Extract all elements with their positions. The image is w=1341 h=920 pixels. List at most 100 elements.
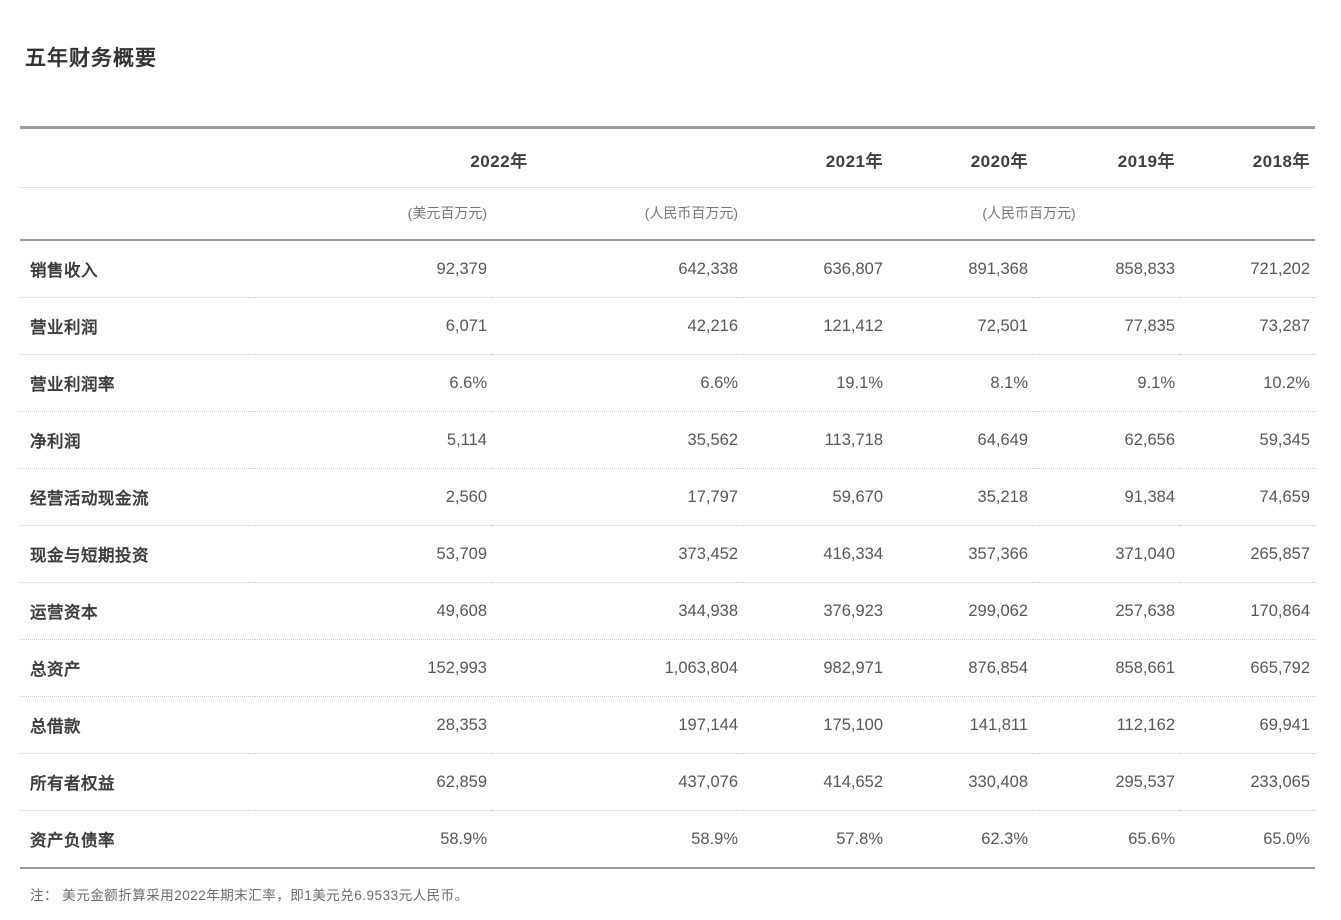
table-cell: 62,859 xyxy=(255,753,492,811)
table-cell: 344,938 xyxy=(492,582,744,640)
table-cell: 9.1% xyxy=(1033,354,1181,412)
table-cell: 77,835 xyxy=(1033,297,1181,355)
table-cell: 1,063,804 xyxy=(492,639,744,697)
table-cell: 170,864 xyxy=(1180,582,1316,640)
table-body: 销售收入 92,379 642,338 636,807 891,368 858,… xyxy=(20,240,1316,869)
table-cell: 42,216 xyxy=(492,297,744,355)
table-row-total-borrowings: 总借款 28,353 197,144 175,100 141,811 112,1… xyxy=(20,696,1316,754)
year-header-2021: 2021年 xyxy=(743,127,889,188)
table-row-total-assets: 总资产 152,993 1,063,804 982,971 876,854 85… xyxy=(20,639,1316,697)
row-label: 现金与短期投资 xyxy=(20,525,255,583)
table-cell: 57.8% xyxy=(743,810,889,869)
table-cell: 357,366 xyxy=(888,525,1034,583)
table-cell: 65.6% xyxy=(1033,810,1181,869)
row-label: 所有者权益 xyxy=(20,753,255,811)
table-cell: 6.6% xyxy=(255,354,492,412)
table-cell: 73,287 xyxy=(1180,297,1316,355)
table-cell: 69,941 xyxy=(1180,696,1316,754)
empty-header-cell xyxy=(20,127,255,188)
unit-rmb-millions-group: (人民币百万元) xyxy=(743,187,1316,241)
table-cell: 197,144 xyxy=(492,696,744,754)
year-header-2022: 2022年 xyxy=(255,127,744,188)
table-cell: 6.6% xyxy=(492,354,744,412)
table-cell: 376,923 xyxy=(743,582,889,640)
unit-header-row: (美元百万元) (人民币百万元) (人民币百万元) xyxy=(20,187,1316,241)
table-cell: 5,114 xyxy=(255,411,492,469)
year-header-2018: 2018年 xyxy=(1180,127,1316,188)
table-cell: 257,638 xyxy=(1033,582,1181,640)
table-cell: 49,608 xyxy=(255,582,492,640)
table-row-cash-short-term-investments: 现金与短期投资 53,709 373,452 416,334 357,366 3… xyxy=(20,525,1316,583)
table-footer: 注： 美元金额折算采用2022年期末汇率，即1美元兑6.9533元人民币。 xyxy=(20,868,1316,920)
table-cell: 299,062 xyxy=(888,582,1034,640)
table-cell: 721,202 xyxy=(1250,259,1311,278)
table-row-working-capital: 运营资本 49,608 344,938 376,923 299,062 257,… xyxy=(20,582,1316,640)
row-label: 总资产 xyxy=(20,639,255,697)
row-label: 资产负债率 xyxy=(20,810,255,869)
table-cell: 437,076 xyxy=(492,753,744,811)
table-cell: 62,656 xyxy=(1033,411,1181,469)
table-cell: 28,353 xyxy=(255,696,492,754)
table-cell: 876,854 xyxy=(888,639,1034,697)
table-cell: 371,040 xyxy=(1033,525,1181,583)
table-cell: 858,833 xyxy=(1115,259,1176,278)
table-row-owners-equity: 所有者权益 62,859 437,076 414,652 330,408 295… xyxy=(20,753,1316,811)
unit-rmb-millions-2022: (人民币百万元) xyxy=(492,187,744,241)
table-cell: 112,162 xyxy=(1033,696,1181,754)
table-cell: 416,334 xyxy=(743,525,889,583)
footnote-row: 注： 美元金额折算采用2022年期末汇率，即1美元兑6.9533元人民币。 xyxy=(20,868,1316,920)
table-cell: 8.1% xyxy=(888,354,1034,412)
table-cell: 6,071 xyxy=(255,297,492,355)
table-cell: 233,065 xyxy=(1180,753,1316,811)
table-cell: 636,807 xyxy=(823,259,884,278)
table-cell: 58.9% xyxy=(492,810,744,869)
table-cell: 330,408 xyxy=(888,753,1034,811)
table-cell: 982,971 xyxy=(743,639,889,697)
table-cell: 295,537 xyxy=(1033,753,1181,811)
table-cell: 891,368 xyxy=(968,259,1029,278)
year-header-row: 2022年 2021年 2020年 2019年 2018年 xyxy=(20,127,1316,188)
table-cell: 414,652 xyxy=(743,753,889,811)
table-cell: 665,792 xyxy=(1180,639,1316,697)
table-row-operating-cash-flow: 经营活动现金流 2,560 17,797 59,670 35,218 91,38… xyxy=(20,468,1316,526)
year-header-2019: 2019年 xyxy=(1033,127,1181,188)
table-cell: 2,560 xyxy=(255,468,492,526)
table-cell: 59,670 xyxy=(743,468,889,526)
table-row-sales-revenue: 销售收入 92,379 642,338 636,807 891,368 858,… xyxy=(20,240,1315,298)
table-cell: 91,384 xyxy=(1033,468,1181,526)
table-cell: 65.0% xyxy=(1180,810,1316,869)
table-row-net-profit: 净利润 5,114 35,562 113,718 64,649 62,656 5… xyxy=(20,411,1316,469)
table-cell: 373,452 xyxy=(492,525,744,583)
table-header: 2022年 2021年 2020年 2019年 2018年 (美元百万元) (人… xyxy=(20,127,1316,241)
empty-unit-cell xyxy=(20,187,255,241)
table-cell: 62.3% xyxy=(888,810,1034,869)
table-cell: 19.1% xyxy=(743,354,889,412)
table-cell: 265,857 xyxy=(1180,525,1316,583)
table-cell: 35,218 xyxy=(888,468,1034,526)
table-cell: 141,811 xyxy=(888,696,1034,754)
financial-summary-table: 2022年 2021年 2020年 2019年 2018年 (美元百万元) (人… xyxy=(20,126,1316,920)
table-cell: 121,412 xyxy=(743,297,889,355)
table-cell: 10.2% xyxy=(1180,354,1316,412)
table-cell: 72,501 xyxy=(888,297,1034,355)
table-cell: 64,649 xyxy=(888,411,1034,469)
table-cell: 58.9% xyxy=(255,810,492,869)
table-row-debt-ratio: 资产负债率 58.9% 58.9% 57.8% 62.3% 65.6% 65.0… xyxy=(20,810,1316,869)
table-cell: 53,709 xyxy=(255,525,492,583)
table-cell: 642,338 xyxy=(678,259,739,278)
row-label: 营业利润 xyxy=(20,297,255,355)
table-cell: 59,345 xyxy=(1180,411,1316,469)
table-row-operating-profit: 营业利润 6,071 42,216 121,412 72,501 77,835 … xyxy=(20,297,1316,355)
table-cell: 92,379 xyxy=(436,259,487,278)
table-cell: 152,993 xyxy=(255,639,492,697)
row-label: 运营资本 xyxy=(20,582,255,640)
row-label: 经营活动现金流 xyxy=(20,468,255,526)
page-title: 五年财务概要 xyxy=(25,47,157,70)
table-row-operating-margin: 营业利润率 6.6% 6.6% 19.1% 8.1% 9.1% 10.2% xyxy=(20,354,1316,412)
unit-usd-millions: (美元百万元) xyxy=(255,187,492,241)
row-label: 净利润 xyxy=(20,411,255,469)
row-label: 总借款 xyxy=(20,696,255,754)
row-label: 营业利润率 xyxy=(20,354,255,412)
table-cell: 113,718 xyxy=(743,411,889,469)
